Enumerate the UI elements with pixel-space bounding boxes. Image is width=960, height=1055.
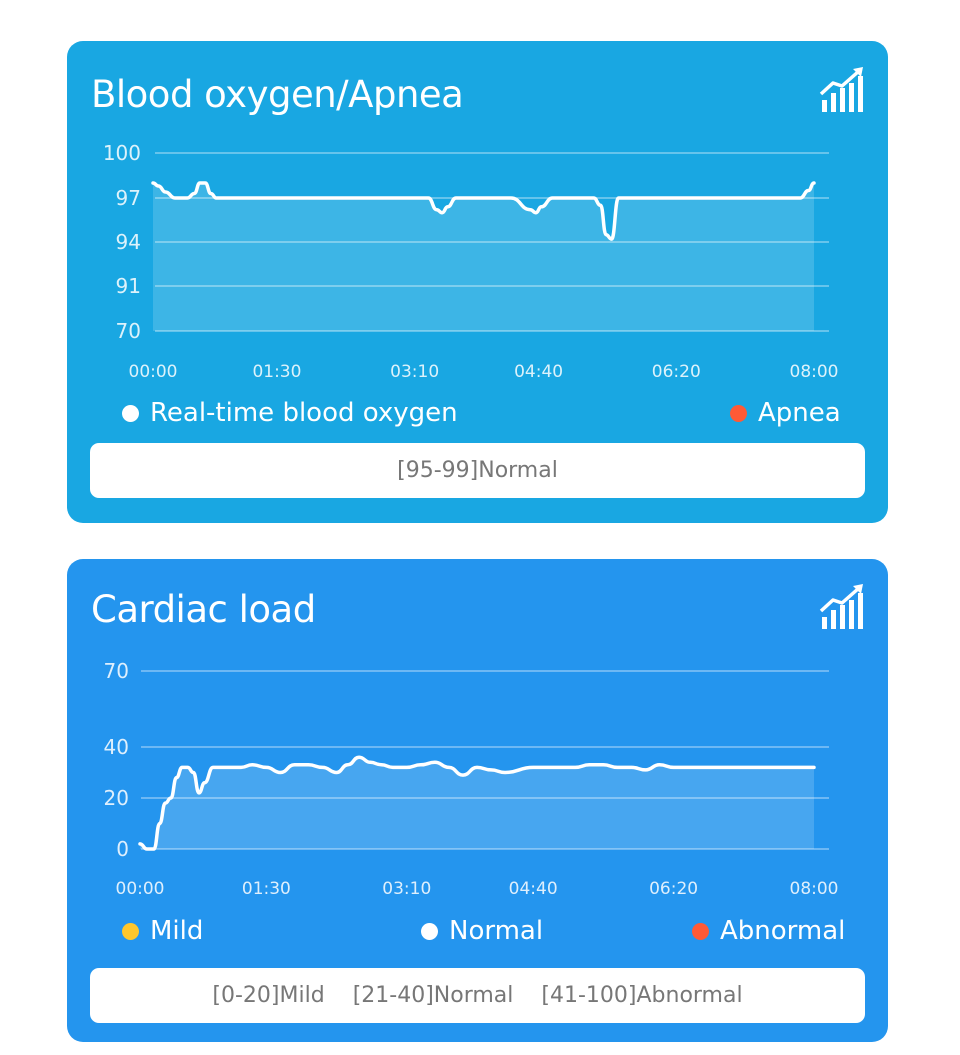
cardiac-load-card: Cardiac load 70 40 20 0 00:00 01:30 03:10 04:40… bbox=[67, 559, 888, 1042]
y-tick-label: 20 bbox=[104, 786, 129, 810]
card-title: Cardiac load bbox=[91, 588, 316, 631]
legend-label: Abnormal bbox=[720, 916, 846, 946]
cardiac-load-chart: 70 40 20 0 00:00 01:30 03:10 04:40 06:20 08:00 bbox=[104, 659, 839, 899]
x-tick-label: 04:40 bbox=[509, 879, 558, 899]
x-tick-label: 06:20 bbox=[652, 362, 701, 382]
y-tick-label: 70 bbox=[116, 319, 141, 343]
blood-oxygen-chart: 100 97 94 91 70 00:00 01:30 03:10 04:40 06:20 08:0… bbox=[103, 141, 839, 382]
series-area bbox=[140, 757, 814, 849]
cardiac-range-box: [0-20]Mild [21-40]Normal [41-100]Abnorma… bbox=[90, 968, 865, 1023]
legend-apnea: Apnea bbox=[730, 398, 841, 428]
y-tick-label: 94 bbox=[116, 230, 141, 254]
x-tick-label: 08:00 bbox=[790, 362, 839, 382]
range-mild: [0-20]Mild bbox=[212, 983, 325, 1008]
legend-normal: Normal bbox=[421, 916, 543, 946]
legend-dot bbox=[421, 922, 438, 940]
y-tick-label: 40 bbox=[104, 735, 129, 759]
series-area bbox=[153, 183, 814, 331]
legend-label: Normal bbox=[449, 916, 544, 946]
range-normal: [95-99]Normal bbox=[397, 458, 558, 483]
x-tick-label: 00:00 bbox=[116, 879, 165, 899]
y-tick-label: 70 bbox=[104, 659, 129, 683]
y-tick-label: 0 bbox=[116, 837, 129, 861]
x-tick-label: 00:00 bbox=[129, 362, 178, 382]
x-tick-label: 01:30 bbox=[242, 879, 291, 899]
x-tick-label: 04:40 bbox=[514, 362, 563, 382]
blood-oxygen-card: Blood oxygen/Apnea 100 97 94 91 70 00:00 01:30… bbox=[67, 41, 888, 523]
legend-mild: Mild bbox=[122, 916, 203, 946]
series-line bbox=[151, 181, 816, 241]
legend-dot bbox=[692, 922, 709, 940]
x-tick-label: 03:10 bbox=[390, 362, 439, 382]
legend-dot bbox=[730, 404, 747, 422]
y-tick-label: 97 bbox=[116, 186, 141, 210]
range-normal: [21-40]Normal bbox=[352, 983, 514, 1008]
legend-dot bbox=[122, 404, 139, 422]
x-tick-label: 06:20 bbox=[649, 879, 698, 899]
normal-range-box: [95-99]Normal bbox=[90, 443, 865, 498]
card-title: Blood oxygen/Apnea bbox=[91, 73, 464, 116]
range-abnormal: [41-100]Abnormal bbox=[541, 983, 743, 1008]
legend-label: Real-time blood oxygen bbox=[150, 398, 458, 428]
x-tick-label: 03:10 bbox=[382, 879, 431, 899]
trend-chart-icon[interactable] bbox=[818, 66, 866, 114]
x-tick-label: 01:30 bbox=[252, 362, 301, 382]
legend-abnormal: Abnormal bbox=[692, 916, 845, 946]
y-tick-label: 100 bbox=[103, 141, 141, 165]
legend-real-time-blood-oxygen: Real-time blood oxygen bbox=[122, 398, 458, 428]
legend-dot bbox=[122, 922, 139, 940]
series-line bbox=[138, 755, 816, 851]
legend-label: Mild bbox=[150, 916, 204, 946]
trend-chart-icon[interactable] bbox=[818, 583, 866, 631]
y-tick-label: 91 bbox=[116, 274, 141, 298]
legend-label: Apnea bbox=[758, 398, 841, 428]
x-tick-label: 08:00 bbox=[790, 879, 839, 899]
